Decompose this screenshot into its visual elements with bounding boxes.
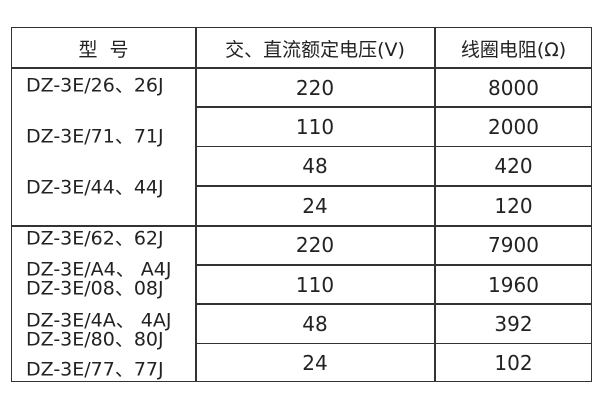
column-divider: [434, 28, 436, 381]
resistance-cell: 2000: [488, 115, 539, 140]
header-resistance: 线圈电阻(Ω): [460, 38, 567, 61]
model-label: DZ-3E/A4、 A4J: [26, 258, 172, 281]
voltage-cell: 24: [302, 351, 328, 376]
header-voltage: 交、直流额定电压(V): [225, 38, 405, 61]
voltage-cell: 220: [295, 75, 335, 100]
resistance-cell: 392: [494, 312, 533, 337]
model-label: DZ-3E/08、08J: [26, 277, 164, 300]
model-label: DZ-3E/4A、 4AJ: [26, 309, 172, 332]
row-divider: [195, 145, 591, 148]
header-divider: [12, 67, 591, 69]
row-divider: [195, 303, 591, 305]
group-divider: [12, 225, 591, 227]
resistance-cell: 1960: [488, 272, 539, 297]
column-divider: [195, 28, 197, 381]
row-divider: [195, 264, 591, 266]
row-divider: [195, 342, 591, 345]
resistance-cell: 420: [494, 154, 533, 179]
row-divider: [195, 185, 591, 187]
model-label: DZ-3E/71、71J: [26, 125, 164, 148]
model-label: DZ-3E/26、26J: [26, 74, 164, 97]
resistance-cell: 120: [494, 193, 533, 218]
voltage-cell: 110: [295, 272, 335, 297]
row-divider: [195, 106, 591, 108]
voltage-cell: 110: [295, 115, 335, 140]
header-model: 型 号: [78, 38, 129, 61]
model-label: DZ-3E/62、62J: [26, 227, 164, 250]
resistance-cell: 7900: [488, 233, 539, 258]
voltage-cell: 24: [302, 193, 328, 218]
voltage-cell: 48: [302, 154, 328, 179]
resistance-cell: 8000: [488, 75, 539, 100]
model-label: DZ-3E/80、80J: [26, 328, 164, 351]
coil-spec-table: 型 号 交、直流额定电压(V) 线圈电阻(Ω) DZ-3E/26、26J DZ-…: [11, 27, 592, 382]
model-label: DZ-3E/44、44J: [26, 176, 164, 199]
resistance-cell: 102: [494, 351, 533, 376]
voltage-cell: 48: [302, 312, 328, 337]
voltage-cell: 220: [295, 233, 335, 258]
model-label: DZ-3E/77、77J: [26, 358, 164, 381]
